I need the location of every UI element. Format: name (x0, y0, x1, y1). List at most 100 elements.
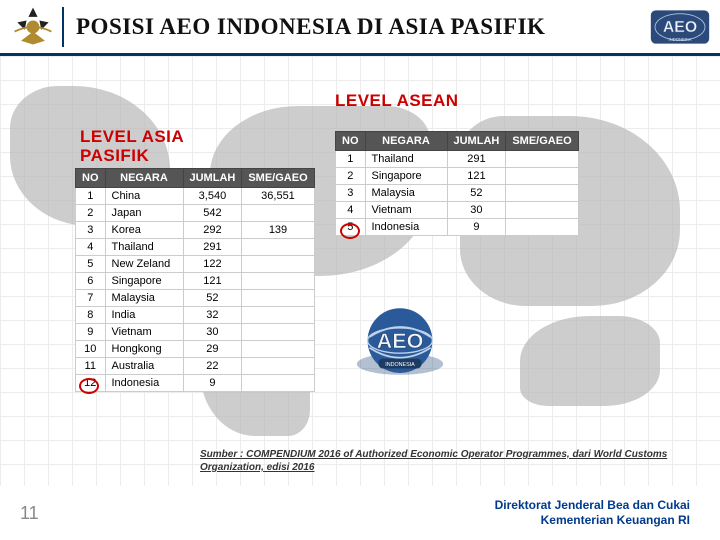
cell-sme (242, 256, 314, 273)
cell-sme (506, 151, 578, 168)
cell-sme (242, 239, 314, 256)
cell-no: 11 (76, 358, 106, 375)
cell-no: 2 (76, 205, 106, 222)
highlight-circle-asia (79, 378, 99, 394)
cell-jumlah: 122 (183, 256, 242, 273)
cell-sme (242, 341, 314, 358)
cell-jumlah: 542 (183, 205, 242, 222)
cell-sme: 36,551 (242, 188, 314, 205)
cell-jumlah: 291 (447, 151, 506, 168)
cell-sme (506, 219, 578, 236)
table-row: 3Korea292139 (76, 222, 315, 239)
page-title: POSISI AEO INDONESIA DI ASIA PASIFIK (76, 14, 650, 40)
cell-sme (242, 358, 314, 375)
svg-text:AEO: AEO (377, 328, 424, 353)
cell-jumlah: 3,540 (183, 188, 242, 205)
cell-jumlah: 29 (183, 341, 242, 358)
table-row: 4Vietnam30 (336, 202, 579, 219)
col-jumlah: JUMLAH (447, 132, 506, 151)
label-line: LEVEL ASIA (80, 127, 184, 146)
customs-emblem-icon (10, 4, 56, 50)
cell-jumlah: 32 (183, 307, 242, 324)
table-row: 2Japan542 (76, 205, 315, 222)
cell-no: 3 (336, 185, 366, 202)
cell-negara: Malaysia (365, 185, 447, 202)
cell-no: 4 (76, 239, 106, 256)
col-negara: NEGARA (365, 132, 447, 151)
col-sme: SME/GAEO (242, 169, 314, 188)
cell-jumlah: 30 (447, 202, 506, 219)
aeo-globe-icon: AEO INDONESIA (345, 301, 455, 391)
source-citation: Sumber : COMPENDIUM 2016 of Authorized E… (200, 448, 680, 474)
cell-jumlah: 52 (183, 290, 242, 307)
cell-jumlah: 121 (447, 168, 506, 185)
slide-footer: 11 Direktorat Jenderal Bea dan Cukai Kem… (0, 486, 720, 540)
table-row: 5Indonesia9 (336, 219, 579, 236)
table-header-row: NO NEGARA JUMLAH SME/GAEO (336, 132, 579, 151)
aeo-badge-icon: AEO INDONESIA (650, 7, 710, 47)
col-jumlah: JUMLAH (183, 169, 242, 188)
col-no: NO (336, 132, 366, 151)
level-asia-pasifik-label: LEVEL ASIA PASIFIK (80, 128, 184, 165)
col-no: NO (76, 169, 106, 188)
asia-pasifik-table: NO NEGARA JUMLAH SME/GAEO 1China3,54036,… (75, 168, 315, 392)
cell-negara: Singapore (105, 273, 183, 290)
table-row: 12Indonesia9 (76, 375, 315, 392)
cell-jumlah: 9 (447, 219, 506, 236)
cell-sme (242, 273, 314, 290)
cell-negara: Singapore (365, 168, 447, 185)
slide-content: LEVEL ASEAN LEVEL ASIA PASIFIK NO NEGARA… (0, 56, 720, 486)
col-sme: SME/GAEO (506, 132, 578, 151)
cell-negara: Indonesia (105, 375, 183, 392)
cell-sme (242, 307, 314, 324)
cell-jumlah: 30 (183, 324, 242, 341)
cell-jumlah: 121 (183, 273, 242, 290)
cell-negara: Japan (105, 205, 183, 222)
cell-no: 2 (336, 168, 366, 185)
cell-no: 9 (76, 324, 106, 341)
footer-line: Direktorat Jenderal Bea dan Cukai (495, 498, 690, 512)
footer-org: Direktorat Jenderal Bea dan Cukai Kement… (60, 498, 700, 528)
level-asean-label: LEVEL ASEAN (335, 91, 459, 111)
table-row: 8India32 (76, 307, 315, 324)
cell-negara: China (105, 188, 183, 205)
cell-jumlah: 52 (447, 185, 506, 202)
cell-no: 4 (336, 202, 366, 219)
cell-jumlah: 9 (183, 375, 242, 392)
cell-no: 5 (76, 256, 106, 273)
col-negara: NEGARA (105, 169, 183, 188)
cell-negara: Hongkong (105, 341, 183, 358)
cell-no: 1 (336, 151, 366, 168)
cell-sme (242, 290, 314, 307)
cell-no: 10 (76, 341, 106, 358)
table-row: 9Vietnam30 (76, 324, 315, 341)
cell-no: 6 (76, 273, 106, 290)
cell-sme (242, 324, 314, 341)
table-row: 4Thailand291 (76, 239, 315, 256)
cell-negara: Vietnam (365, 202, 447, 219)
cell-no: 1 (76, 188, 106, 205)
cell-jumlah: 22 (183, 358, 242, 375)
table-row: 1Thailand291 (336, 151, 579, 168)
cell-negara: Thailand (105, 239, 183, 256)
cell-no: 3 (76, 222, 106, 239)
header-divider (62, 7, 64, 47)
cell-negara: Malaysia (105, 290, 183, 307)
svg-text:INDONESIA: INDONESIA (669, 37, 692, 42)
footer-line: Kementerian Keuangan RI (541, 513, 690, 527)
svg-text:AEO: AEO (663, 19, 697, 36)
table-row: 7Malaysia52 (76, 290, 315, 307)
cell-sme: 139 (242, 222, 314, 239)
label-line: PASIFIK (80, 146, 149, 165)
table-row: 2Singapore121 (336, 168, 579, 185)
table-row: 5New Zeland122 (76, 256, 315, 273)
cell-negara: Korea (105, 222, 183, 239)
asean-table: NO NEGARA JUMLAH SME/GAEO 1Thailand2912S… (335, 131, 579, 236)
svg-text:INDONESIA: INDONESIA (385, 362, 415, 368)
cell-sme (506, 202, 578, 219)
page-number: 11 (20, 503, 60, 524)
cell-jumlah: 291 (183, 239, 242, 256)
cell-no: 7 (76, 290, 106, 307)
cell-negara: Australia (105, 358, 183, 375)
table-row: 1China3,54036,551 (76, 188, 315, 205)
